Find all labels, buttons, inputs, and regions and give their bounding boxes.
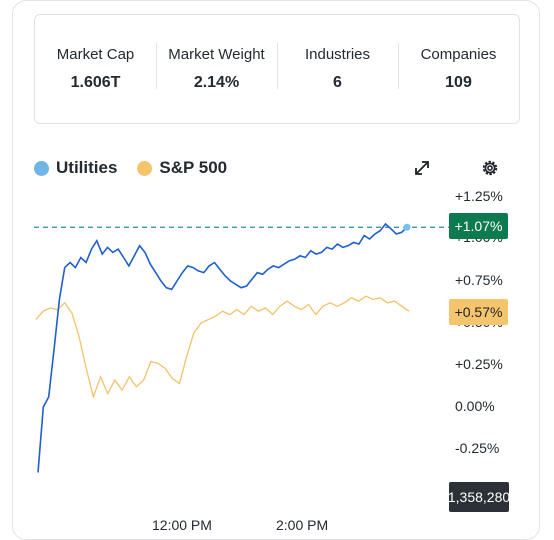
legend-label-sp500: S&P 500 [159,158,228,177]
sp500-value-badge: +0.57% [449,299,508,325]
stat-label: Market Weight [168,46,265,63]
stat-label: Market Cap [56,46,135,63]
stat-label: Industries [304,46,371,63]
settings-button[interactable] [478,156,502,180]
stat-value: 109 [445,74,472,91]
legend-label-utilities: Utilities [56,158,118,177]
stat-industries: Industries 6 [277,15,398,123]
expand-arrows-icon [415,161,429,175]
chart-legend: Utilities S&P 500 [34,156,247,180]
legend-item-utilities[interactable]: Utilities [34,158,117,178]
x-tick-label: 2:00 PM [276,517,329,533]
legend-item-sp500[interactable]: S&P 500 [137,158,227,178]
sp500-color-dot [137,160,153,176]
utilities-line [37,222,408,473]
stat-value: 6 [333,74,342,91]
y-tick-label: +0.25% [455,356,503,372]
y-tick-label: 0.00% [455,398,495,414]
sp500-line [35,295,410,400]
sector-card [12,0,540,540]
stat-market-weight: Market Weight 2.14% [156,15,277,123]
gear-icon [482,160,498,176]
expand-button[interactable] [410,156,434,180]
stat-value: 1.606T [70,74,121,91]
utilities-last-point [403,223,411,231]
stats-panel: Market Cap 1.606T Market Weight 2.14% In… [34,14,520,124]
y-tick-label: +1.25% [455,188,503,204]
stat-market-cap: Market Cap 1.606T [35,15,156,123]
y-tick-label: -0.25% [455,440,500,456]
stat-value: 2.14% [193,74,240,91]
volume-badge: 1,358,280 [448,482,510,512]
stat-label: Companies [420,46,497,63]
x-tick-label: 12:00 PM [152,517,212,533]
y-tick-label: +0.75% [455,272,503,288]
utilities-color-dot [34,160,49,176]
utilities-value-badge: +1.07% [449,213,508,239]
stat-companies: Companies 109 [398,15,519,123]
